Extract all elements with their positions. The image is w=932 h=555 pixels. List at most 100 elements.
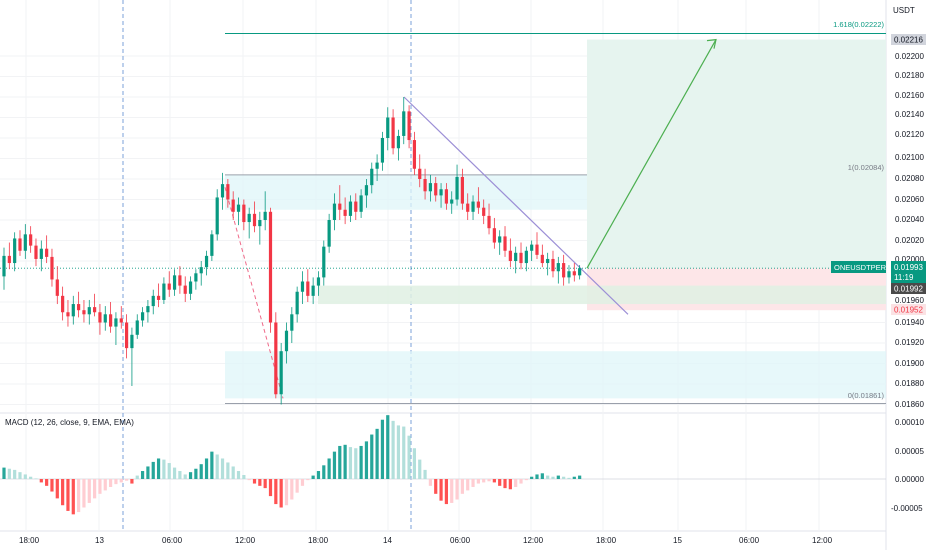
macd-bar <box>450 479 454 503</box>
macd-bar <box>428 479 432 486</box>
candle-body <box>2 255 6 277</box>
macd-bar <box>34 478 38 480</box>
macd-bar <box>423 469 427 479</box>
symbol-badge-bg <box>831 261 886 273</box>
candle-body <box>444 189 448 204</box>
macd-bar <box>194 468 198 479</box>
macd-bar <box>311 475 315 479</box>
time-axis[interactable]: 18:00 13 06:00 12:00 18:00 14 06:00 12:0… <box>19 536 833 545</box>
candle-body <box>61 295 65 313</box>
macd-bar <box>439 479 443 501</box>
macd-bar <box>466 479 470 491</box>
macd-bar <box>503 479 507 489</box>
candle-body <box>375 162 379 169</box>
candle-body <box>140 312 145 321</box>
candle-body <box>556 263 560 272</box>
price-axis[interactable]: USDT 0.02200 0.02180 0.02160 0.02140 0.0… <box>893 6 924 409</box>
macd-bar <box>140 471 145 479</box>
stop-price-badge-bg <box>891 283 926 294</box>
price-tick: 0.01880 <box>895 379 924 388</box>
time-tick: 06:00 <box>162 536 183 545</box>
macd-bar <box>546 475 550 479</box>
macd-bar <box>130 479 134 484</box>
macd-bar <box>199 464 203 479</box>
price-tick: 0.02020 <box>895 236 924 245</box>
macd-bar <box>226 462 230 479</box>
candle-body <box>407 111 411 141</box>
time-tick: 12:00 <box>812 536 833 545</box>
candle-body <box>172 275 177 290</box>
candle-body <box>226 184 230 200</box>
candle-body <box>503 236 507 251</box>
macd-bar <box>455 479 459 500</box>
fib-labels: 1.618(0.02222) 1(0.02084) 0(0.01861) <box>833 20 884 400</box>
candle-body <box>124 322 129 349</box>
macd-bar <box>460 479 464 494</box>
candle-body <box>316 277 321 286</box>
price-tick: 0.02180 <box>895 71 924 80</box>
candle-body <box>380 138 385 163</box>
macd-bar <box>156 458 161 479</box>
time-tick: 13 <box>95 536 104 545</box>
macd-bar <box>530 476 534 479</box>
macd-tick: 0.00000 <box>895 475 924 484</box>
macd-bar <box>343 444 347 479</box>
candle-body <box>295 291 299 315</box>
macd-bar <box>418 459 422 479</box>
macd-bar <box>103 479 107 491</box>
last-price-badge-bg <box>891 261 926 283</box>
candle-body <box>252 213 257 227</box>
candle-body <box>322 246 326 278</box>
candle-body <box>540 254 544 264</box>
macd-bar <box>7 468 11 479</box>
macd-bar <box>183 474 187 479</box>
candle-body <box>178 275 182 286</box>
candle-body <box>354 201 358 212</box>
candle-body <box>23 234 27 251</box>
candle-body <box>460 176 464 204</box>
candle-body <box>93 307 97 313</box>
candle-body <box>130 334 134 349</box>
macd-bar <box>471 479 475 487</box>
candle-body <box>274 322 278 395</box>
macd-bar <box>274 479 278 505</box>
candle-body <box>482 207 486 216</box>
price-tick: 0.02060 <box>895 195 924 204</box>
macd-bar <box>391 420 395 479</box>
macd-axis[interactable]: 0.00010 0.00005 0.00000 -0.00005 MACD (1… <box>5 418 924 513</box>
macd-bar <box>162 459 166 479</box>
candle-body <box>183 285 187 294</box>
macd-bar <box>210 451 214 479</box>
macd-bar <box>114 479 118 485</box>
candle-body <box>199 267 203 274</box>
price-tick: 0.01920 <box>895 338 924 347</box>
price-tick: 0.02000 <box>895 255 924 264</box>
candle-body <box>188 281 193 294</box>
macd-bar <box>338 445 342 479</box>
target-price-badge-bg <box>891 34 926 45</box>
macd-bar <box>39 479 43 483</box>
macd-bar <box>13 469 17 479</box>
candle-body <box>551 258 555 272</box>
macd-bar <box>109 479 113 487</box>
macd-bar <box>332 451 337 479</box>
last-price-value: 0.01993 <box>894 263 923 272</box>
candle-body <box>514 252 518 261</box>
candle-body <box>487 215 491 229</box>
candle-body <box>66 312 70 317</box>
candle-body <box>220 184 225 198</box>
macd-bar <box>178 471 182 479</box>
macd-bar <box>124 479 129 481</box>
macd-bar <box>188 472 193 479</box>
macd-bar <box>370 434 374 479</box>
candle-body <box>18 238 22 251</box>
macd-bar <box>364 441 369 479</box>
candle-body <box>524 250 528 264</box>
macd-bar <box>268 479 273 497</box>
macd-bar <box>567 477 571 479</box>
projection-arrow-line <box>586 39 717 269</box>
macd-bar <box>295 479 299 493</box>
macd-bar <box>2 467 6 479</box>
candle-body <box>236 204 241 212</box>
